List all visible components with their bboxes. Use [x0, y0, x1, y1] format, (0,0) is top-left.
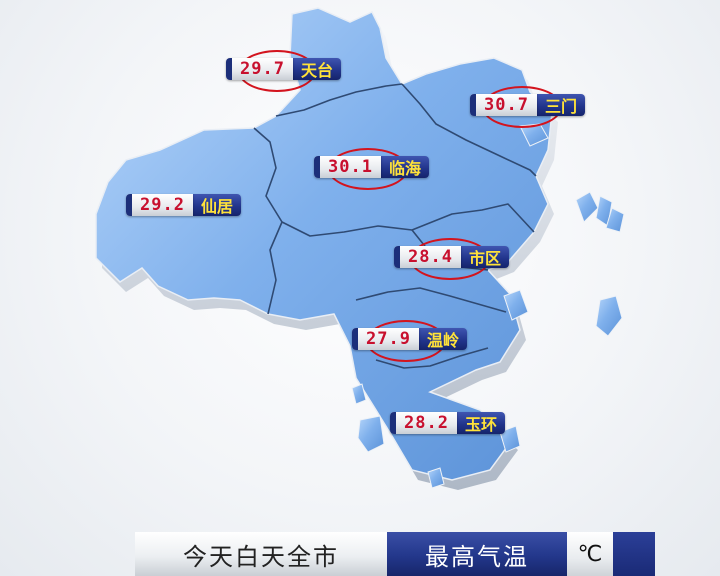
- name-wenling: 温岭: [418, 328, 467, 350]
- name-xianju: 仙居: [192, 194, 241, 216]
- map-land: [95, 7, 553, 481]
- value-yuhuan: 28.2: [404, 413, 449, 433]
- label-linhai: 30.1 临海: [314, 156, 429, 178]
- map-islands: [351, 123, 625, 489]
- name-yuhuan: 玉环: [456, 412, 505, 434]
- value-shiqu: 28.4: [408, 247, 453, 267]
- caption-title: 最高气温: [387, 532, 567, 576]
- caption-scope: 今天白天全市: [135, 532, 387, 576]
- caption-unit: ℃: [567, 532, 613, 576]
- label-shiqu: 28.4 市区: [394, 246, 509, 268]
- name-tiantai: 天台: [292, 58, 341, 80]
- caption-bar: 今天白天全市 最高气温 ℃: [135, 532, 655, 576]
- value-linhai: 30.1: [328, 157, 373, 177]
- label-wenling: 27.9 温岭: [352, 328, 467, 350]
- label-xianju: 29.2 仙居: [126, 194, 241, 216]
- label-tiantai: 29.7 天台: [226, 58, 341, 80]
- value-sanmen: 30.7: [484, 95, 529, 115]
- label-yuhuan: 28.2 玉环: [390, 412, 505, 434]
- value-tiantai: 29.7: [240, 59, 285, 79]
- value-wenling: 27.9: [366, 329, 411, 349]
- name-sanmen: 三门: [536, 94, 585, 116]
- caption-tail-block: [613, 532, 655, 576]
- name-shiqu: 市区: [460, 246, 509, 268]
- label-sanmen: 30.7 三门: [470, 94, 585, 116]
- name-linhai: 临海: [380, 156, 429, 178]
- value-xianju: 29.2: [140, 195, 185, 215]
